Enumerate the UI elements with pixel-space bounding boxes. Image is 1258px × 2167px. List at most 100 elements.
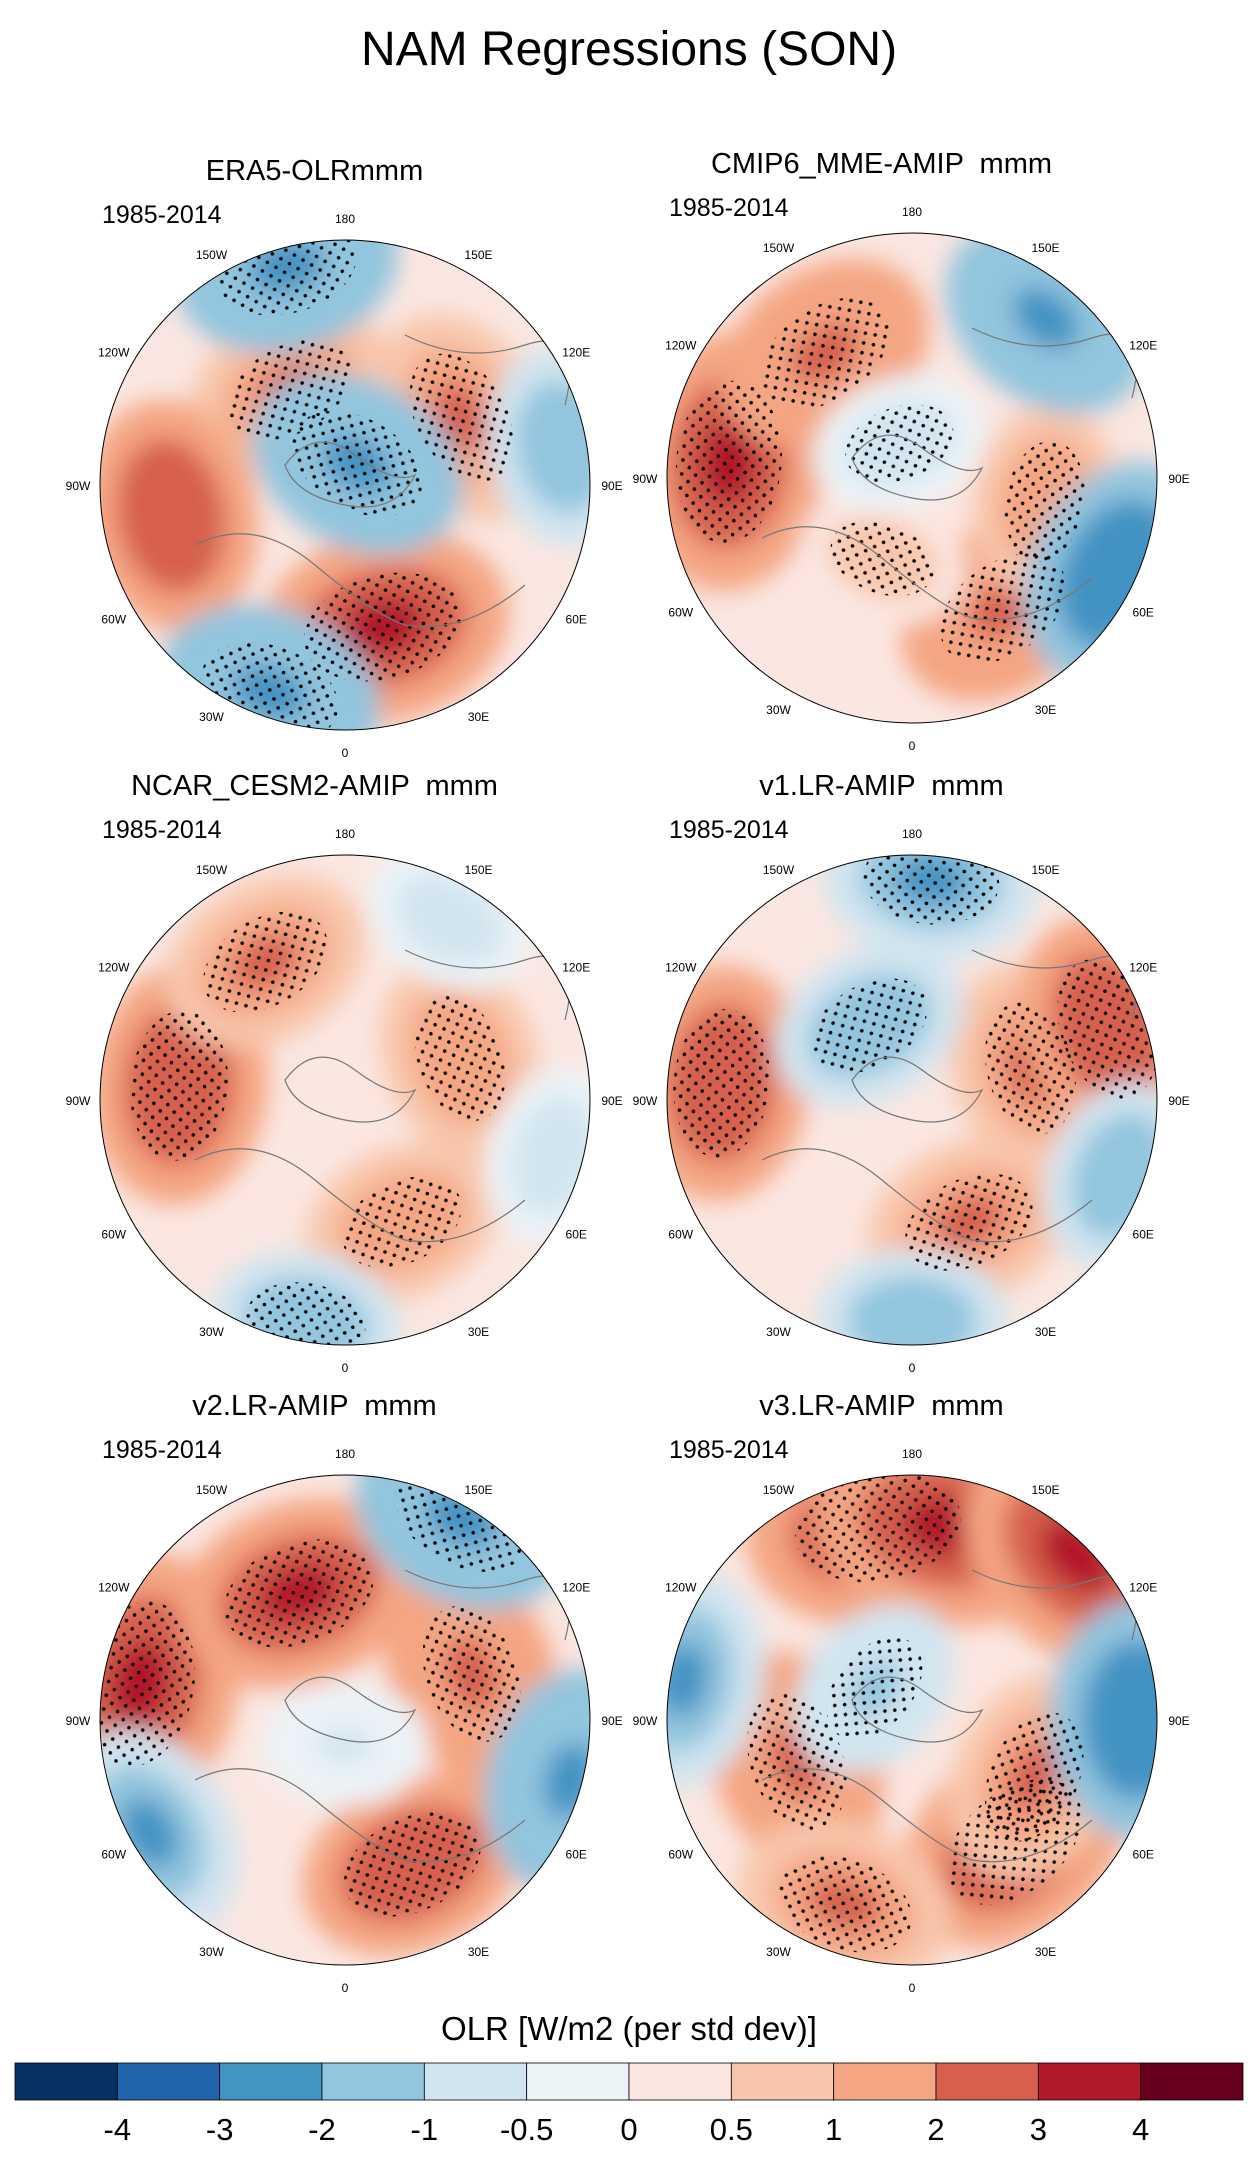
colorbar-tick-label: -1 — [411, 2112, 439, 2147]
longitude-label: 30W — [199, 1325, 224, 1339]
map-border — [99, 854, 591, 1346]
panel-period: 1985-2014 — [102, 201, 222, 229]
longitude-label: 30W — [766, 1945, 791, 1959]
longitude-label: 150W — [196, 248, 228, 262]
significance-stippling — [940, 553, 1067, 664]
figure-title: NAM Regressions (SON) — [360, 23, 898, 76]
map-panel-era5: ERA5-OLRmmm 1985-2014 180 150E 120E 90E 60E 3… — [0, 155, 629, 775]
significance-stippling — [826, 1637, 923, 1740]
panel-title: NCAR_CESM2-AMIP mmm — [131, 770, 498, 802]
longitude-label: 30W — [766, 703, 791, 717]
panel-title: ERA5-OLRmmm — [205, 155, 424, 187]
significance-stippling — [747, 1693, 847, 1831]
colorbar-tick-label: -3 — [206, 2112, 234, 2147]
longitude-label: 150E — [1031, 1483, 1059, 1497]
significance-stippling — [422, 1606, 521, 1742]
longitude-label: 120W — [665, 961, 697, 975]
coastline — [851, 434, 984, 501]
coastline — [284, 1056, 417, 1123]
longitude-label: 120W — [98, 346, 130, 360]
polar-map: 180 150E 120E 90E 60E 30E 0 30W 60W 90W 120W 150W — [66, 1447, 623, 1995]
significance-stippling — [760, 297, 889, 410]
colorbar-swatch — [219, 2062, 323, 2101]
colorbar-tick-label: -4 — [104, 2112, 132, 2147]
anomaly-peak — [1096, 1144, 1143, 1207]
longitude-label: 30E — [1035, 703, 1056, 717]
longitude-label: 90E — [1168, 472, 1189, 486]
significance-stippling — [342, 1176, 462, 1268]
significance-stippling — [845, 404, 954, 483]
longitude-label: 90E — [601, 479, 622, 493]
panel-title: v1.LR-AMIP mmm — [759, 770, 1004, 802]
significance-stippling — [675, 380, 782, 544]
anomaly-peak — [422, 897, 477, 942]
panel-title: v3.LR-AMIP mmm — [759, 1390, 1004, 1422]
longitude-label: 30W — [199, 710, 224, 724]
longitude-label: 60W — [101, 1228, 126, 1242]
significance-stippling — [778, 1855, 912, 1953]
significance-stippling — [984, 1002, 1076, 1135]
significance-stippling — [905, 1173, 1033, 1271]
coastline — [851, 1676, 984, 1743]
longitude-label: 30E — [468, 1325, 489, 1339]
panel-period: 1985-2014 — [669, 816, 789, 844]
longitude-label: 150E — [464, 863, 492, 877]
colorbar-swatch — [628, 2062, 732, 2101]
anomaly-peak — [1013, 287, 1079, 349]
anomaly-peak — [879, 1298, 945, 1343]
longitude-label: 150W — [763, 241, 795, 255]
longitude-label: 60E — [566, 613, 587, 627]
longitude-label: 60W — [101, 613, 126, 627]
longitude-label: 90W — [66, 1094, 91, 1108]
longitude-label: 30E — [1035, 1325, 1056, 1339]
longitude-label: 90W — [633, 1714, 658, 1728]
longitude-label: 60E — [1133, 1848, 1154, 1862]
longitude-label: 180 — [335, 212, 355, 226]
significance-stippling — [810, 978, 928, 1074]
longitude-label: 180 — [335, 1447, 355, 1461]
panel-title: v2.LR-AMIP mmm — [192, 1390, 437, 1422]
map-panel-cmip6-mme: CMIP6_MME-AMIP mmm 1985-2014 180 150E 120E… — [567, 148, 1196, 768]
map-border — [666, 232, 1158, 724]
coastline — [851, 1056, 984, 1123]
colorbar-title: OLR [W/m2 (per std dev)] — [441, 2010, 817, 2047]
longitude-label: 90E — [601, 1714, 622, 1728]
colorbar-swatch — [1140, 2062, 1244, 2101]
colorbar-tick-label: 2 — [927, 2112, 944, 2147]
colorbar-tick-label: 4 — [1132, 2112, 1149, 2147]
longitude-label: 30E — [468, 1945, 489, 1959]
map-border — [99, 1474, 591, 1966]
polar-map: 180 150E 120E 90E 60E 30E 0 30W 60W 90W 120W 150W — [633, 1447, 1190, 1995]
significance-stippling — [224, 1539, 374, 1648]
longitude-label: 120E — [562, 346, 590, 360]
longitude-label: 60E — [566, 1228, 587, 1242]
longitude-label: 150E — [464, 248, 492, 262]
colorbar-swatch — [1037, 2062, 1142, 2101]
colorbar-swatch — [730, 2062, 835, 2101]
coastline — [284, 1676, 417, 1743]
map-panel-v2-lr: v2.LR-AMIP mmm 1985-2014 180 150E 120E 90E 6… — [0, 1390, 629, 2010]
significance-stippling — [414, 995, 506, 1121]
colorbar-swatch — [935, 2062, 1039, 2101]
colorbar-swatch — [116, 2062, 221, 2101]
longitude-label: 120W — [98, 961, 130, 975]
significance-stippling — [1004, 440, 1086, 562]
panel-period: 1985-2014 — [102, 816, 222, 844]
significance-stippling — [292, 411, 423, 517]
polar-map: 180 150E 120E 90E 60E 30E 0 30W 60W 90W 120W 150W — [633, 827, 1190, 1375]
longitude-label: 180 — [902, 827, 922, 841]
panel-period: 1985-2014 — [669, 1436, 789, 1464]
longitude-label: 30E — [1035, 1945, 1056, 1959]
longitude-label: 60W — [668, 1228, 693, 1242]
longitude-label: 0 — [342, 1981, 349, 1995]
polar-map: 180 150E 120E 90E 60E 30E 0 30W 60W 90W 120W 150W — [633, 205, 1190, 753]
significance-stippling — [795, 1475, 961, 1583]
coastline — [284, 441, 417, 508]
anomaly-peak — [144, 477, 198, 555]
map-panel-ncar-cesm2: NCAR_CESM2-AMIP mmm 1985-2014 180 150E 120… — [0, 770, 629, 1390]
longitude-label: 0 — [909, 739, 916, 753]
significance-stippling — [304, 572, 462, 682]
anomaly-peak — [532, 1126, 575, 1186]
longitude-label: 60E — [566, 1848, 587, 1862]
